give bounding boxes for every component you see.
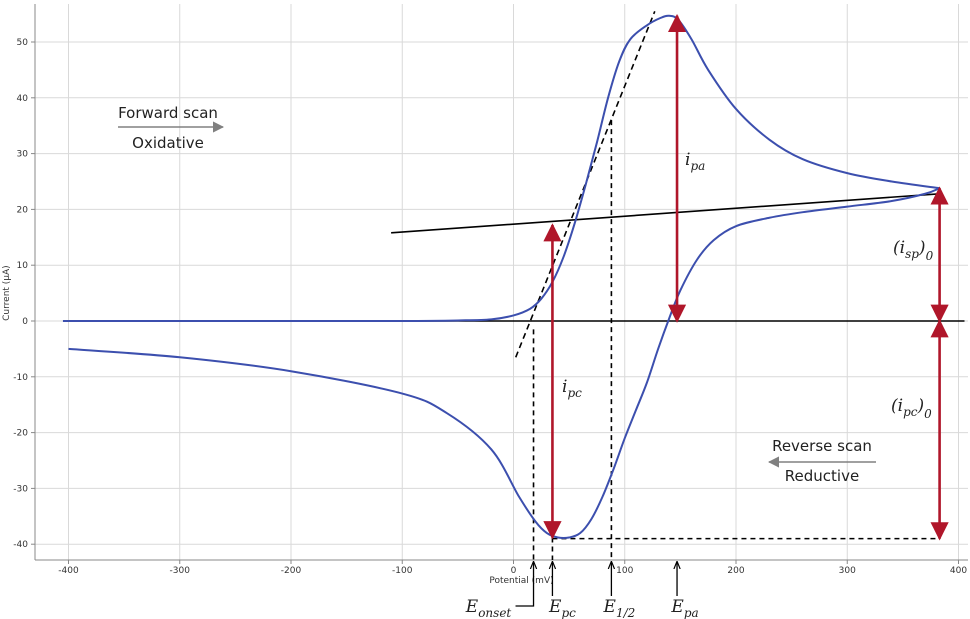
y-tick-label: 0 [22, 317, 28, 327]
plot-frame [34, 4, 968, 561]
reductive-label: Reductive [785, 467, 859, 485]
oxidative-label: Oxidative [132, 134, 204, 152]
x-tick-label: -200 [281, 566, 302, 576]
tangent-line [514, 11, 656, 358]
x-tick-label: 100 [616, 566, 633, 576]
x-tick-label: -300 [170, 566, 191, 576]
axis-ticks: -400 -300 -200 -100 0 100 200 300 400-40-30-20-1… [13, 38, 967, 576]
e-half-label: E1/2 [603, 597, 636, 619]
y-tick-label: -20 [13, 429, 28, 439]
x-axis-label: Potential (mV) [489, 576, 553, 586]
x-tick-label: 200 [727, 566, 744, 576]
reverse-scan-curve [68, 187, 940, 540]
y-tick-label: -10 [13, 373, 28, 383]
isp0-label: (isp)0 [893, 238, 934, 263]
x-tick-label: 400 [950, 566, 967, 576]
curves [62, 14, 940, 540]
x-tick-label: 0 [511, 566, 517, 576]
y-tick-label: -40 [13, 540, 28, 550]
reverse-scan-label: Reverse scan [772, 437, 872, 455]
e-pc-label: Epc [548, 597, 576, 619]
y-tick-label: 10 [17, 261, 29, 271]
peak-arrows [543, 13, 949, 541]
y-tick-label: 40 [17, 94, 29, 104]
y-tick-label: 20 [17, 205, 29, 215]
x-tick-label: 300 [839, 566, 856, 576]
i-pc-label: ipc [562, 377, 582, 400]
i-pa-label: ipa [685, 150, 705, 173]
potential-marker-arrows [515, 562, 678, 607]
y-tick-label: -30 [13, 484, 28, 494]
ipc0-label: (ipc)0 [891, 396, 932, 421]
x-tick-label: -100 [392, 566, 413, 576]
y-tick-label: 30 [17, 150, 29, 160]
e-onset-arrow [515, 562, 534, 607]
y-tick-label: 50 [17, 38, 29, 48]
extrapolated-baseline [391, 192, 940, 234]
forward-scan-label: Forward scan [118, 104, 218, 122]
e-onset-label: Eonset [465, 597, 512, 619]
x-tick-label: -400 [58, 566, 79, 576]
y-axis-label: Current (µA) [2, 265, 12, 321]
forward-scan-curve [62, 14, 940, 323]
e-pa-label: Epa [670, 597, 698, 619]
